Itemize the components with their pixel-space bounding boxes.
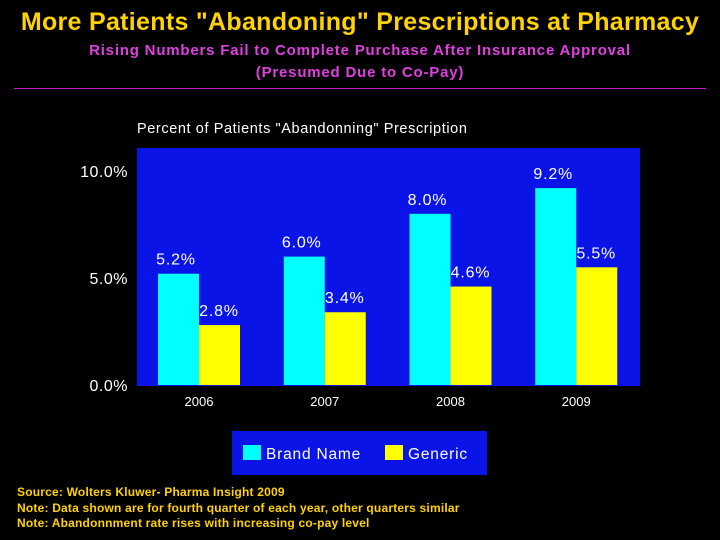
title-divider — [14, 88, 706, 89]
x-tick-label-2008: 2008 — [436, 394, 465, 409]
legend-box — [232, 431, 487, 475]
value-label-generic-2009: 5.5% — [576, 245, 616, 262]
value-label-generic-2006: 2.8% — [199, 303, 239, 320]
bar-brand-2006 — [158, 273, 199, 385]
legend-label-brand: Brand Name — [266, 446, 361, 463]
bar-generic-2009 — [576, 267, 618, 385]
legend-swatch-generic — [385, 445, 403, 460]
value-label-brand-2008: 8.0% — [408, 192, 448, 209]
y-tick-label-2: 10.0% — [80, 164, 128, 181]
bar-generic-2007 — [324, 312, 366, 385]
slide-subtitle-line2: (Presumed Due to Co-Pay) — [255, 64, 465, 81]
bar-brand-2008 — [409, 213, 451, 385]
x-tick-label-2006: 2006 — [185, 394, 214, 409]
value-label-generic-2008: 4.6% — [451, 265, 491, 282]
value-label-brand-2006: 5.2% — [156, 252, 196, 269]
quarter-note: Note: Data shown are for fourth quarter … — [17, 500, 460, 515]
slide-subtitle-line1: Rising Numbers Fail to Complete Purchase… — [89, 42, 631, 59]
footnotes: Source: Wolters Kluwer- Pharma Insight 2… — [17, 485, 460, 532]
y-tick-label-1: 5.0% — [90, 271, 128, 288]
bar-generic-2008 — [450, 286, 492, 385]
legend-swatch-brand — [243, 445, 261, 460]
copay-note: Note: Abandonnment rate rises with incre… — [17, 516, 370, 530]
slide-title: More Patients "Abandoning" Prescriptions… — [20, 8, 700, 36]
bar-brand-2007 — [283, 256, 325, 385]
x-tick-label-2009: 2009 — [562, 394, 591, 409]
bar-generic-2006 — [199, 325, 240, 385]
source-note: Source: Wolters Kluwer- Pharma Insight 2… — [17, 485, 285, 499]
x-tick-label-2007: 2007 — [310, 394, 339, 409]
legend-label-generic: Generic — [408, 446, 468, 463]
value-label-brand-2009: 9.2% — [533, 166, 573, 183]
value-label-generic-2007: 3.4% — [325, 290, 365, 307]
chart-title: Percent of Patients "Abandonning" Prescr… — [137, 121, 468, 137]
value-label-brand-2007: 6.0% — [282, 235, 322, 252]
bar-brand-2009 — [535, 188, 577, 385]
y-tick-label-0: 0.0% — [90, 378, 128, 395]
